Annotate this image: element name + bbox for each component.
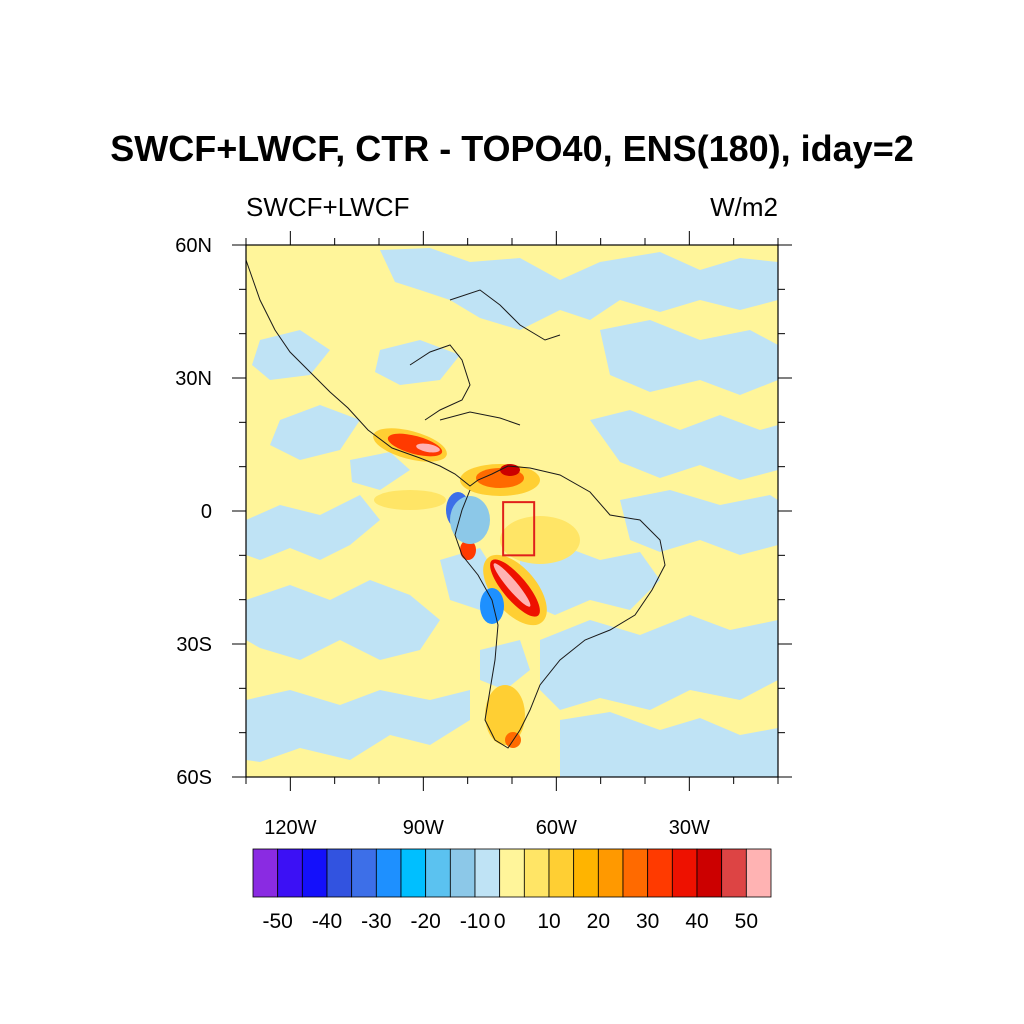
lat-tick-label: 0 <box>201 501 212 523</box>
colorbar-swatch <box>721 848 747 898</box>
negative-patches <box>246 248 778 777</box>
colorbar-swatch <box>696 848 723 898</box>
colorbar-swatch <box>548 848 575 898</box>
colorbar-swatch <box>622 848 649 898</box>
contour-field <box>246 245 778 777</box>
colorbar-label: -10 <box>460 910 490 933</box>
colorbar-swatch <box>277 848 303 898</box>
lon-tick-label: 60W <box>536 817 577 839</box>
colorbar-label: 40 <box>685 910 708 933</box>
colorbar-swatch <box>745 848 772 898</box>
colorbar-label: -50 <box>262 910 292 933</box>
colorbar-label: -40 <box>312 910 342 933</box>
lon-tick-label: 120W <box>264 817 316 839</box>
lat-tick-label: 30S <box>176 634 212 656</box>
plot-title: SWCF+LWCF, CTR - TOPO40, ENS(180), iday=… <box>110 128 914 169</box>
positive-anomalies <box>373 428 580 748</box>
coastlines <box>246 259 666 749</box>
lon-tick-label: 30W <box>669 817 710 839</box>
lat-tick-label: 30N <box>175 368 212 390</box>
colorbar-swatch <box>647 848 673 898</box>
colorbar-label: 0 <box>494 910 506 933</box>
colorbar-swatch <box>597 848 624 898</box>
lat-tick-label: 60S <box>176 767 212 789</box>
negative-anomalies <box>446 492 504 624</box>
lat-tick-label: 60N <box>175 235 212 257</box>
colorbar-swatch <box>301 848 328 898</box>
colorbar-swatch <box>375 848 402 898</box>
variable-label: SWCF+LWCF <box>246 192 410 222</box>
colorbar-swatch <box>573 848 599 898</box>
colorbar-label: -30 <box>361 910 391 933</box>
colorbar-swatch <box>449 848 476 898</box>
colorbar-swatch <box>671 848 698 898</box>
colorbar-swatch <box>425 848 451 898</box>
lon-tick-label: 90W <box>403 817 444 839</box>
colorbar-swatch <box>523 848 550 898</box>
colorbar: -50 -40 -30 -20 -10 0 10 20 30 40 50 <box>252 848 772 933</box>
colorbar-swatch <box>499 848 525 898</box>
units-label: W/m2 <box>710 192 778 222</box>
colorbar-label: 10 <box>537 910 560 933</box>
colorbar-label: 20 <box>587 910 610 933</box>
axis-tick-labels: 60N 30N 0 30S 60S 120W 90W 60W 30W <box>175 235 710 839</box>
colorbar-swatch <box>474 848 501 898</box>
colorbar-swatch <box>252 848 279 898</box>
colorbar-swatch <box>326 848 353 898</box>
colorbar-label: -20 <box>410 910 440 933</box>
region-box <box>502 501 536 557</box>
colorbar-swatch <box>351 848 377 898</box>
colorbar-label: 30 <box>636 910 659 933</box>
colorbar-swatch <box>400 848 427 898</box>
colorbar-label: 50 <box>735 910 758 933</box>
axis-ticks <box>232 231 792 791</box>
